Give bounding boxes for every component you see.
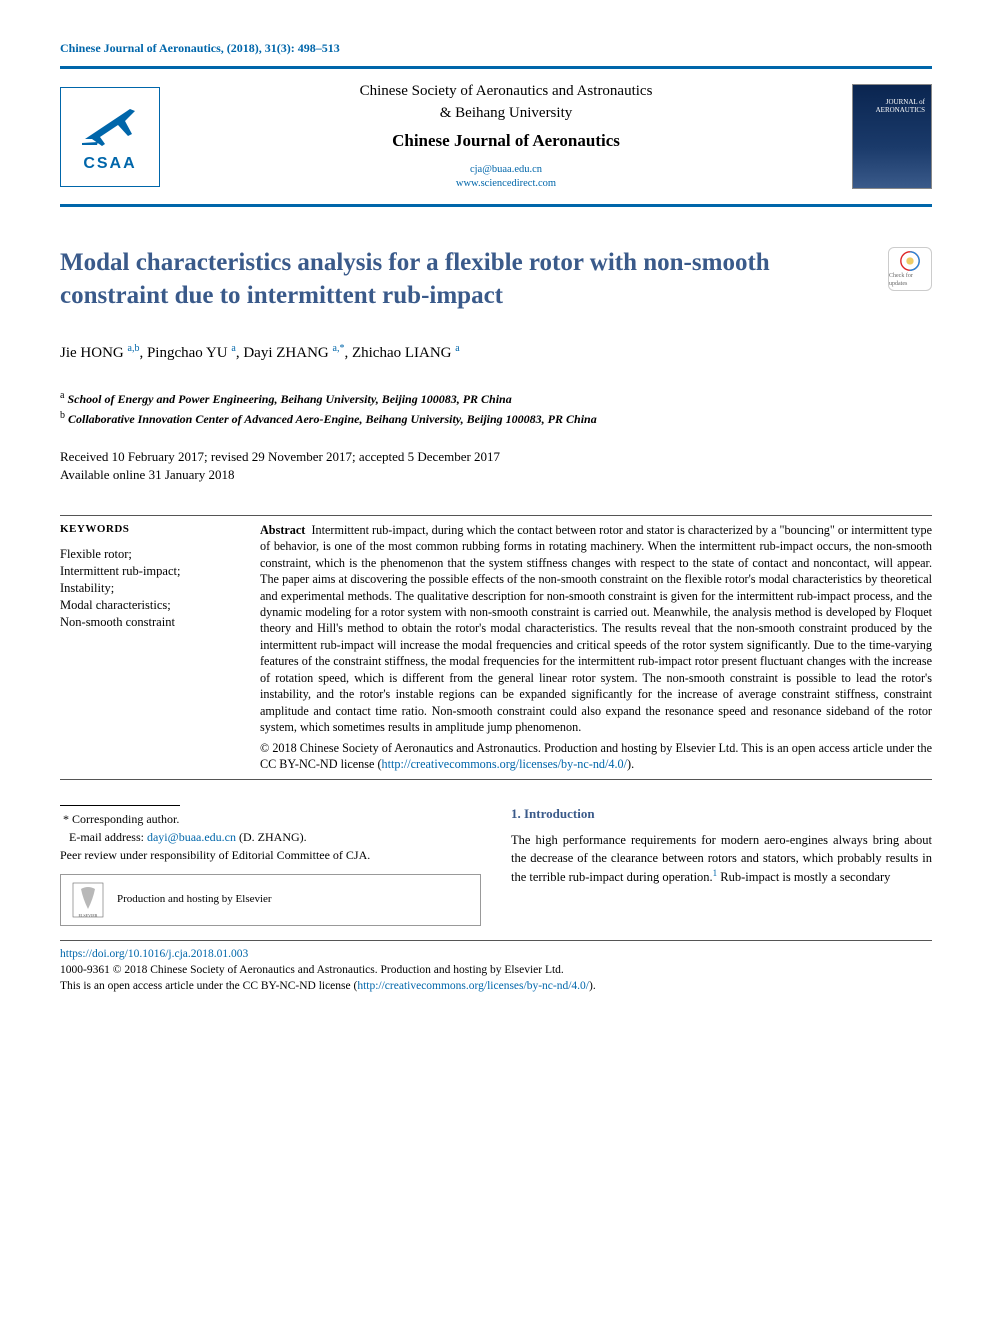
svg-text:ELSEVIER: ELSEVIER bbox=[79, 913, 98, 918]
author-2-affil: a bbox=[231, 343, 235, 354]
elsevier-logo-icon: ELSEVIER bbox=[71, 881, 105, 919]
peer-review-note: Peer review under responsibility of Edit… bbox=[60, 846, 481, 864]
csaa-text: CSAA bbox=[83, 153, 136, 175]
crossmark-icon bbox=[899, 250, 921, 272]
airplane-icon bbox=[80, 99, 140, 149]
author-4: Zhichao LIANG bbox=[352, 345, 452, 361]
elsevier-hosting-text: Production and hosting by Elsevier bbox=[117, 892, 272, 907]
author-1: Jie HONG bbox=[60, 345, 124, 361]
abstract-close: ). bbox=[627, 757, 634, 771]
citation-line: Chinese Journal of Aeronautics, (2018), … bbox=[60, 40, 932, 56]
cover-text-2: AERONAUTICS bbox=[876, 107, 925, 115]
abstract-license-link[interactable]: http://creativecommons.org/licenses/by-n… bbox=[382, 757, 628, 771]
affil-a: School of Energy and Power Engineering, … bbox=[67, 392, 511, 406]
corr-email-link[interactable]: dayi@buaa.edu.cn bbox=[147, 830, 236, 844]
journal-name: Chinese Journal of Aeronautics bbox=[180, 130, 832, 153]
dates-received: Received 10 February 2017; revised 29 No… bbox=[60, 448, 932, 466]
corr-email-label: E-mail address: bbox=[69, 830, 144, 844]
author-3: Dayi ZHANG bbox=[243, 345, 328, 361]
affiliations: a School of Energy and Power Engineering… bbox=[60, 388, 932, 428]
left-column: * Corresponding author. E-mail address: … bbox=[60, 805, 481, 926]
author-3-affil: a,* bbox=[333, 343, 345, 354]
keywords-section: KEYWORDS Flexible rotor; Intermittent ru… bbox=[60, 522, 230, 773]
dates-online: Available online 31 January 2018 bbox=[60, 466, 932, 484]
abstract-text: Intermittent rub-impact, during which th… bbox=[260, 523, 932, 735]
footer-copyright: 1000-9361 © 2018 Chinese Society of Aero… bbox=[60, 962, 932, 994]
footer-license-text: This is an open access article under the… bbox=[60, 980, 357, 992]
abstract-section: Abstract Intermittent rub-impact, during… bbox=[260, 522, 932, 773]
header-center: Chinese Society of Aeronautics and Astro… bbox=[180, 81, 832, 192]
keyword-1: Flexible rotor; bbox=[60, 546, 230, 563]
affil-b: Collaborative Innovation Center of Advan… bbox=[68, 412, 597, 426]
keyword-3: Instability; bbox=[60, 580, 230, 597]
footer-close: ). bbox=[589, 980, 596, 992]
crossmark-label: Check for updates bbox=[889, 272, 931, 288]
keyword-5: Non-smooth constraint bbox=[60, 614, 230, 631]
author-1-affil: a,b bbox=[128, 343, 140, 354]
corr-star: * bbox=[63, 812, 69, 826]
affil-b-sup: b bbox=[60, 410, 65, 421]
journal-email-link[interactable]: cja@buaa.edu.cn bbox=[180, 163, 832, 178]
keyword-4: Modal characteristics; bbox=[60, 597, 230, 614]
journal-header: CSAA Chinese Society of Aeronautics and … bbox=[60, 66, 932, 207]
society-name-2: & Beihang University bbox=[180, 103, 832, 123]
journal-site-link[interactable]: www.sciencedirect.com bbox=[180, 177, 832, 192]
abstract-label: Abstract bbox=[260, 523, 305, 537]
author-4-affil: a bbox=[455, 343, 459, 354]
doi-link[interactable]: https://doi.org/10.1016/j.cja.2018.01.00… bbox=[60, 947, 932, 963]
intro-text-2: Rub-impact is mostly a secondary bbox=[717, 870, 890, 884]
crossmark-button[interactable]: Check for updates bbox=[888, 247, 932, 291]
footer-license-link[interactable]: http://creativecommons.org/licenses/by-n… bbox=[357, 980, 589, 992]
intro-heading: 1. Introduction bbox=[511, 805, 932, 823]
society-name-1: Chinese Society of Aeronautics and Astro… bbox=[180, 81, 832, 101]
keywords-heading: KEYWORDS bbox=[60, 522, 230, 537]
article-title: Modal characteristics analysis for a fle… bbox=[60, 247, 868, 312]
footer-separator bbox=[60, 940, 932, 941]
corr-email-name: (D. ZHANG). bbox=[239, 830, 307, 844]
author-2: Pingchao YU bbox=[147, 345, 228, 361]
csaa-logo: CSAA bbox=[60, 87, 160, 187]
intro-paragraph: The high performance requirements for mo… bbox=[511, 832, 932, 887]
keyword-2: Intermittent rub-impact; bbox=[60, 563, 230, 580]
separator bbox=[60, 779, 932, 780]
corresponding-author-block: * Corresponding author. E-mail address: … bbox=[60, 810, 481, 864]
corr-label: Corresponding author. bbox=[72, 812, 179, 826]
elsevier-hosting-box: ELSEVIER Production and hosting by Elsev… bbox=[60, 874, 481, 926]
footnote-separator bbox=[60, 805, 180, 806]
article-dates: Received 10 February 2017; revised 29 No… bbox=[60, 448, 932, 484]
right-column: 1. Introduction The high performance req… bbox=[511, 805, 932, 926]
footer-issn: 1000-9361 © 2018 Chinese Society of Aero… bbox=[60, 962, 932, 978]
authors-line: Jie HONG a,b, Pingchao YU a, Dayi ZHANG … bbox=[60, 342, 932, 363]
affil-a-sup: a bbox=[60, 390, 64, 401]
separator bbox=[60, 515, 932, 516]
journal-cover-thumbnail: JOURNAL of AERONAUTICS bbox=[852, 84, 932, 189]
